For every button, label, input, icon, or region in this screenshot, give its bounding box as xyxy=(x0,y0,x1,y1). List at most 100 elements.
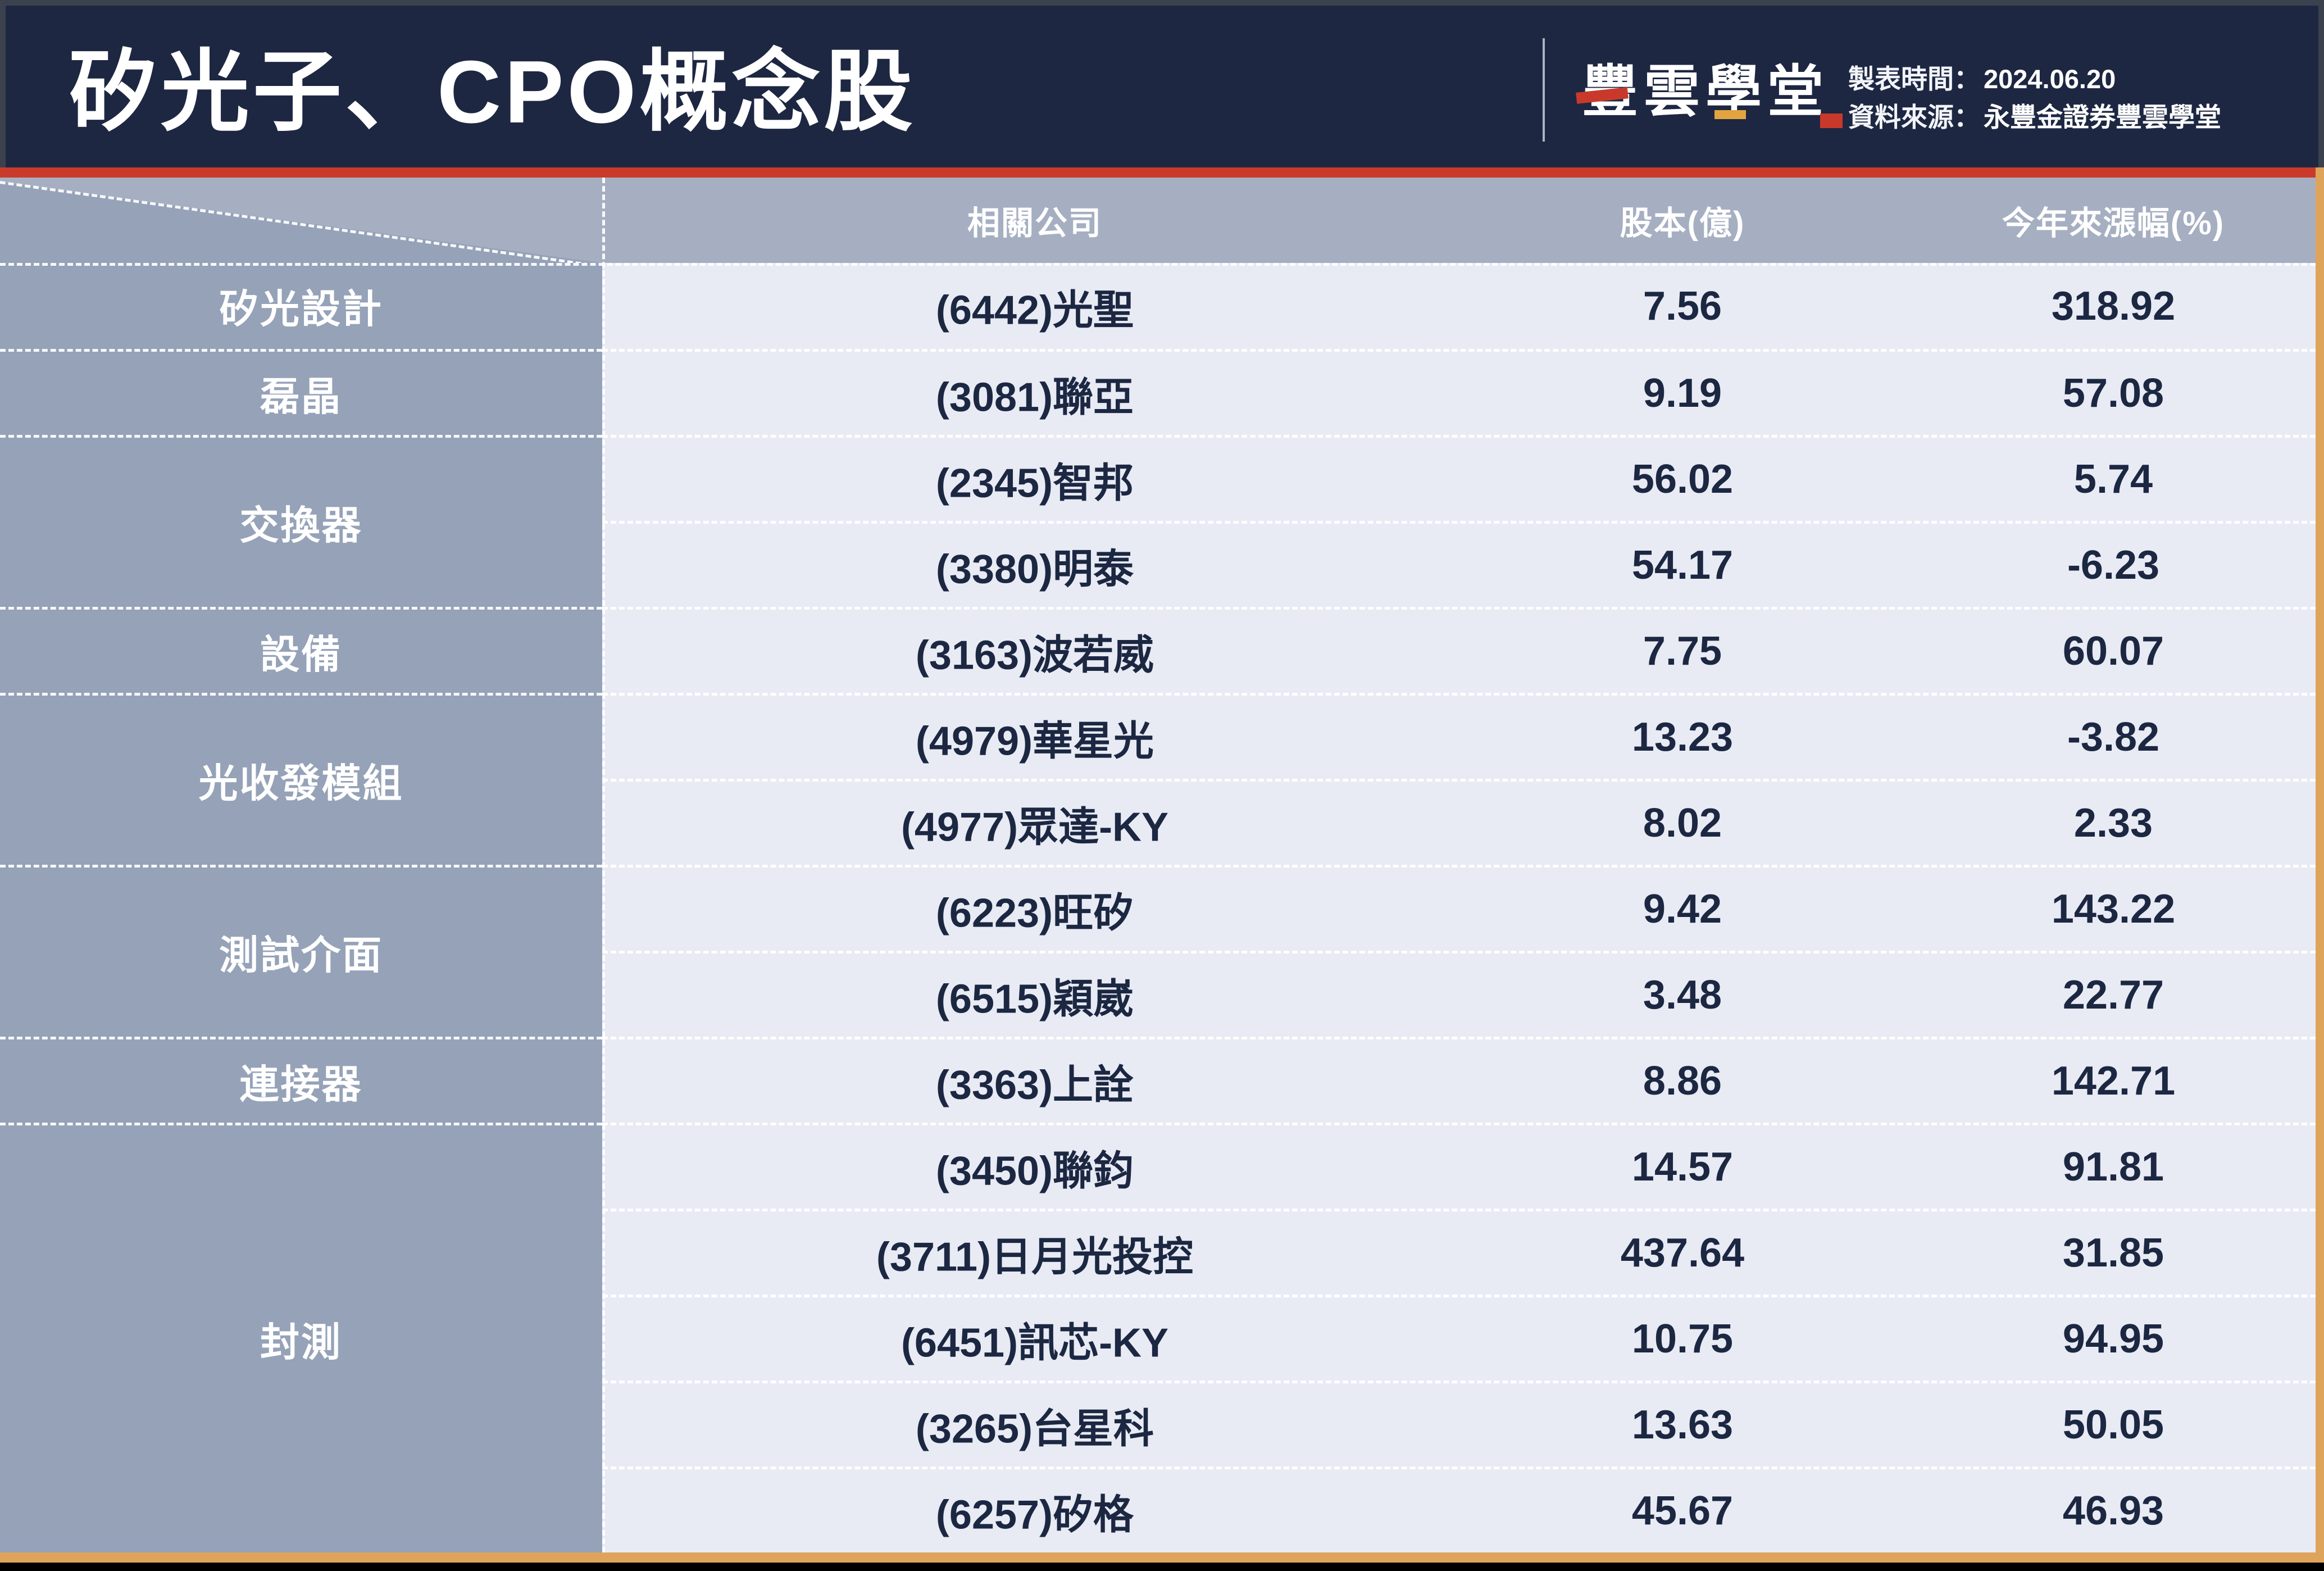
ytd-cell: 46.93 xyxy=(2062,1488,2164,1533)
capital-cell: 8.02 xyxy=(1643,801,1722,846)
right-orange-bar xyxy=(2316,167,2324,1563)
table-corner-cell xyxy=(0,178,602,263)
category-group: 設備 (3163)波若威 7.75 60.07 xyxy=(0,607,2324,693)
table-row: (3380)明泰 54.17 -6.23 xyxy=(602,521,2324,607)
category-rows: (3450)聯鈞 14.57 91.81 (3711)日月光投控 437.64 31.85… xyxy=(602,1123,2324,1552)
page-title: 矽光子、CPO概念股 xyxy=(69,42,916,142)
table-row: (3081)聯亞 9.19 57.08 xyxy=(602,349,2324,435)
table-row: (3711)日月光投控 437.64 31.85 xyxy=(602,1209,2324,1295)
ytd-cell: 2.33 xyxy=(2073,801,2153,846)
company-cell: (4977)眾達-KY xyxy=(901,805,1169,850)
table-header-row: 相關公司 股本(億) 今年來漲幅(%) xyxy=(0,178,2324,263)
meta-source-value: 永豐金證券豐雲學堂 xyxy=(1984,102,2221,132)
ytd-cell: 22.77 xyxy=(2062,973,2164,1018)
capital-cell: 3.48 xyxy=(1643,973,1722,1018)
header-bar: 矽光子、CPO概念股 豐雲學堂 製表時間： 2024.06.20 資料來源： 永… xyxy=(0,0,2324,167)
category-cell: 設備 xyxy=(0,607,602,693)
company-cell: (3711)日月光投控 xyxy=(876,1234,1194,1280)
category-cell: 測試介面 xyxy=(0,865,602,1037)
ytd-cell: 31.85 xyxy=(2062,1231,2164,1275)
company-cell: (4979)華星光 xyxy=(915,719,1154,764)
company-cell: (6451)訊芯-KY xyxy=(901,1320,1169,1366)
ytd-cell: 143.22 xyxy=(2051,887,2176,932)
brand-accent-red2-icon xyxy=(1820,113,1843,128)
category-group: 測試介面 (6223)旺矽 9.42 143.22 (6515)穎崴 3.48 22.77 xyxy=(0,865,2324,1037)
capital-cell: 54.17 xyxy=(1631,543,1734,588)
table-row: (6442)光聖 7.56 318.92 xyxy=(602,263,2324,349)
category-rows: (4979)華星光 13.23 -3.82 (4977)眾達-KY 8.02 2.33 xyxy=(602,693,2324,865)
category-rows: (3363)上詮 8.86 142.71 xyxy=(602,1037,2324,1123)
capital-cell: 9.42 xyxy=(1643,887,1722,932)
red-divider-bar xyxy=(0,167,2324,178)
company-cell: (3081)聯亞 xyxy=(935,375,1134,420)
company-cell: (3163)波若威 xyxy=(915,633,1154,678)
category-column-divider xyxy=(602,178,605,1552)
ytd-cell: 5.74 xyxy=(2073,457,2153,502)
capital-cell: 10.75 xyxy=(1631,1316,1734,1361)
meta-time-value: 2024.06.20 xyxy=(1984,64,2116,94)
capital-cell: 9.19 xyxy=(1643,371,1722,416)
capital-cell: 45.67 xyxy=(1631,1488,1734,1533)
stocks-table: 相關公司 股本(億) 今年來漲幅(%) 矽光設計 (6442)光聖 7.56 318.… xyxy=(0,178,2324,1552)
table-row: (6451)訊芯-KY 10.75 94.95 xyxy=(602,1295,2324,1381)
ytd-cell: 50.05 xyxy=(2062,1402,2164,1447)
capital-cell: 14.57 xyxy=(1631,1145,1734,1189)
category-group: 封測 (3450)聯鈞 14.57 91.81 (3711)日月光投控 437.64 31.… xyxy=(0,1123,2324,1552)
header-row-divider xyxy=(0,263,2324,266)
brand-accent-gold-icon xyxy=(1714,110,1746,119)
table-row: (6257)矽格 45.67 46.93 xyxy=(602,1466,2324,1552)
company-cell: (6442)光聖 xyxy=(935,288,1134,333)
company-cell: (6515)穎崴 xyxy=(935,977,1134,1022)
company-cell: (2345)智邦 xyxy=(935,461,1134,506)
category-group: 光收發模組 (4979)華星光 13.23 -3.82 (4977)眾達-KY 8.02 2… xyxy=(0,693,2324,865)
company-cell: (6257)矽格 xyxy=(935,1492,1134,1538)
meta-line-source: 資料來源： 永豐金證券豐雲學堂 xyxy=(1848,96,2221,134)
company-cell: (3450)聯鈞 xyxy=(935,1148,1134,1194)
ytd-cell: 318.92 xyxy=(2051,283,2176,329)
column-header-company: 相關公司 xyxy=(967,205,1103,242)
brand-logo: 豐雲學堂 xyxy=(1582,60,1829,124)
meta-line-time: 製表時間： 2024.06.20 xyxy=(1848,57,2221,96)
category-group: 磊晶 (3081)聯亞 9.19 57.08 xyxy=(0,349,2324,435)
ytd-cell: 91.81 xyxy=(2062,1145,2164,1189)
table-row: (2345)智邦 56.02 5.74 xyxy=(602,435,2324,521)
capital-cell: 8.86 xyxy=(1643,1059,1722,1104)
ytd-cell: 60.07 xyxy=(2062,629,2164,674)
capital-cell: 437.64 xyxy=(1620,1231,1745,1275)
category-rows: (2345)智邦 56.02 5.74 (3380)明泰 54.17 -6.23 xyxy=(602,435,2324,607)
meta-time-label: 製表時間： xyxy=(1848,64,1980,94)
ytd-cell: 57.08 xyxy=(2062,371,2164,416)
ytd-cell: -6.23 xyxy=(2067,543,2160,588)
corner-slate-fill xyxy=(0,182,602,263)
capital-cell: 7.56 xyxy=(1643,283,1722,329)
category-cell: 連接器 xyxy=(0,1037,602,1123)
category-cell: 矽光設計 xyxy=(0,263,602,349)
bottom-orange-bar xyxy=(0,1552,2324,1563)
company-cell: (3363)上詮 xyxy=(935,1063,1134,1108)
ytd-cell: 142.71 xyxy=(2051,1059,2176,1104)
category-group: 交換器 (2345)智邦 56.02 5.74 (3380)明泰 54.17 -6.23 xyxy=(0,435,2324,607)
capital-cell: 13.63 xyxy=(1631,1402,1734,1447)
meta-block: 製表時間： 2024.06.20 資料來源： 永豐金證券豐雲學堂 xyxy=(1848,57,2221,134)
category-cell: 光收發模組 xyxy=(0,693,602,865)
table-row: (3265)台星科 13.63 50.05 xyxy=(602,1381,2324,1466)
category-cell: 交換器 xyxy=(0,435,602,607)
table-row: (3450)聯鈞 14.57 91.81 xyxy=(602,1123,2324,1209)
company-cell: (3380)明泰 xyxy=(935,547,1134,592)
header-divider xyxy=(1543,38,1545,142)
company-cell: (6223)旺矽 xyxy=(935,891,1134,936)
capital-cell: 56.02 xyxy=(1631,457,1734,502)
table-row: (6223)旺矽 9.42 143.22 xyxy=(602,865,2324,951)
table-row: (3363)上詮 8.86 142.71 xyxy=(602,1037,2324,1123)
table-row: (3163)波若威 7.75 60.07 xyxy=(602,607,2324,693)
ytd-cell: -3.82 xyxy=(2067,715,2160,760)
category-group: 矽光設計 (6442)光聖 7.56 318.92 xyxy=(0,263,2324,349)
category-cell: 磊晶 xyxy=(0,349,602,435)
table-body: 矽光設計 (6442)光聖 7.56 318.92 磊晶 (3081)聯亞 9.19 57.0… xyxy=(0,263,2324,1552)
table-row: (4977)眾達-KY 8.02 2.33 xyxy=(602,779,2324,865)
capital-cell: 13.23 xyxy=(1631,715,1734,760)
ytd-cell: 94.95 xyxy=(2062,1316,2164,1361)
company-cell: (3265)台星科 xyxy=(915,1406,1154,1452)
category-group: 連接器 (3363)上詮 8.86 142.71 xyxy=(0,1037,2324,1123)
